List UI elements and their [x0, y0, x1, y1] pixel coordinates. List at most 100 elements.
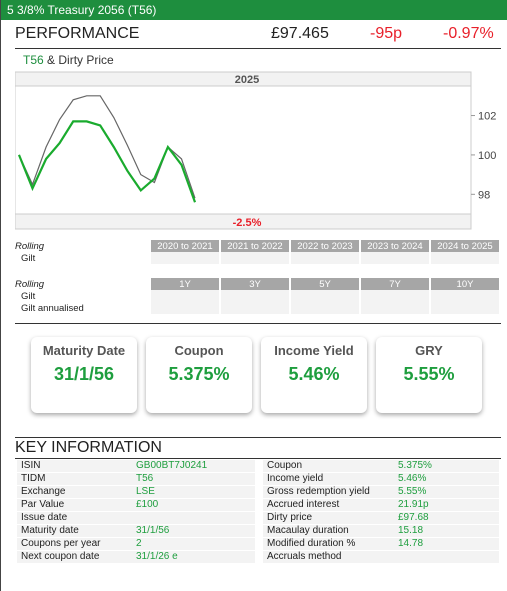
- table-row: Gross redemption yield 5.55%: [263, 485, 499, 499]
- row-label: Gilt: [15, 252, 151, 264]
- gry-card: GRY 5.55%: [376, 337, 482, 413]
- table-cell: [220, 302, 291, 314]
- key-value: 31/1/26 e: [132, 550, 255, 564]
- key-label: Next coupon date: [17, 550, 132, 564]
- key-label: Dirty price: [263, 511, 394, 525]
- current-price: £97.465: [271, 25, 329, 42]
- key-value: 5.55%: [394, 485, 499, 499]
- key-value: LSE: [132, 485, 255, 499]
- price-line: [17, 120, 197, 203]
- summary-cards: Maturity Date 31/1/56 Coupon 5.375% Inco…: [15, 333, 501, 417]
- table-cell: [220, 290, 291, 302]
- table-row: Maturity date 31/1/56: [17, 524, 255, 538]
- rolling-col-header: 7Y: [360, 278, 431, 290]
- coupon-card: Coupon 5.375%: [146, 337, 252, 413]
- table-row: Income yield 5.46%: [263, 472, 499, 486]
- table-cell: [360, 252, 431, 264]
- table-row: ISIN GB00BT7J0241: [17, 460, 255, 473]
- rolling-label: Rolling: [15, 278, 151, 290]
- key-label: Accrued interest: [263, 498, 394, 512]
- chart-footer-band: [15, 213, 472, 230]
- y-tick-label: 100: [478, 150, 496, 162]
- key-label: Gross redemption yield: [263, 485, 394, 499]
- key-label: Coupon: [263, 460, 394, 473]
- y-axis: 102 100 98: [471, 111, 496, 201]
- table-cell: [290, 302, 361, 314]
- key-value: £100: [132, 498, 255, 512]
- table-cell: [150, 302, 221, 314]
- card-value: 31/1/56: [53, 364, 115, 384]
- price-change: -95p: [370, 25, 403, 42]
- key-label: Accruals method: [263, 550, 394, 564]
- table-row: Issue date: [17, 511, 255, 525]
- key-value: 14.78: [394, 537, 499, 551]
- income-yield-card: Income Yield 5.46%: [261, 337, 367, 413]
- rolling-col-header: 2021 to 2022: [220, 240, 291, 252]
- title-bar: 5 3/8% Treasury 2056 (T56): [1, 0, 507, 20]
- performance-header: PERFORMANCE £97.465 -95p -0.97%: [15, 22, 501, 49]
- chart-year-label: 2025: [235, 74, 259, 86]
- table-row: Modified duration % 14.78: [263, 537, 499, 551]
- key-value: 5.46%: [394, 472, 499, 486]
- price-chart: 2025 -2.5% 102 100 98: [15, 70, 501, 230]
- rolling-col-header: 2023 to 2024: [360, 240, 431, 252]
- chart-heading-ticker: T56: [23, 53, 44, 67]
- card-value: 5.55%: [403, 364, 455, 384]
- row-label: Gilt annualised: [15, 302, 151, 314]
- card-title: Maturity Date: [42, 343, 126, 358]
- key-label: Income yield: [263, 472, 394, 486]
- key-value: 31/1/56: [132, 524, 255, 538]
- rolling-col-header: 2020 to 2021: [150, 240, 221, 252]
- key-label: Par Value: [17, 498, 132, 512]
- rolling-table-years: Rolling 2020 to 2021 2021 to 2022 2022 t…: [15, 240, 501, 264]
- table-cell: [360, 302, 431, 314]
- key-label: ISIN: [17, 460, 132, 473]
- rolling-header-row: Rolling 1Y 3Y 5Y 7Y 10Y: [15, 278, 501, 290]
- table-cell: [150, 252, 221, 264]
- table-row: Next coupon date 31/1/26 e: [17, 550, 255, 564]
- key-label: Issue date: [17, 511, 132, 525]
- table-cell: [290, 290, 361, 302]
- key-info-left-table: ISIN GB00BT7J0241 TIDM T56 Exchange LSE Par…: [17, 460, 255, 564]
- table-row: Gilt annualised: [15, 302, 501, 314]
- rolling-col-header: 1Y: [150, 278, 221, 290]
- security-title: 5 3/8% Treasury 2056 (T56): [7, 3, 157, 17]
- y-tick-label: 98: [478, 189, 490, 201]
- table-cell: [220, 252, 291, 264]
- table-cell: [360, 290, 431, 302]
- chart-period-change: -2.5%: [233, 217, 262, 229]
- rolling-col-header: 2024 to 2025: [430, 240, 501, 252]
- performance-label: PERFORMANCE: [15, 25, 140, 42]
- maturity-date-card: Maturity Date 31/1/56: [31, 337, 137, 413]
- card-value: 5.375%: [168, 364, 230, 384]
- table-cell: [430, 302, 501, 314]
- card-title: Income Yield: [274, 343, 354, 358]
- price-change-percent: -0.97%: [443, 25, 494, 42]
- card-value: 5.46%: [288, 364, 340, 384]
- table-cell: [430, 252, 501, 264]
- y-tick-label: 102: [478, 111, 496, 123]
- key-value: 15.18: [394, 524, 499, 538]
- key-info-right-table: Coupon 5.375% Income yield 5.46% Gross red…: [263, 460, 499, 564]
- rolling-col-header: 10Y: [430, 278, 501, 290]
- table-row: Exchange LSE: [17, 485, 255, 499]
- key-label: Macaulay duration: [263, 524, 394, 538]
- row-label: Gilt: [15, 290, 151, 302]
- table-row: Dirty price £97.68: [263, 511, 499, 525]
- key-value: 21.91p: [394, 498, 499, 512]
- table-row: Gilt: [15, 290, 501, 302]
- table-row: Accruals method: [263, 550, 499, 564]
- key-value: 5.375%: [394, 460, 499, 473]
- table-cell: [430, 290, 501, 302]
- chart-heading: T56 & Dirty Price: [23, 53, 114, 67]
- key-value: [132, 511, 255, 525]
- table-row: Gilt: [15, 252, 501, 264]
- rolling-table-periods: Rolling 1Y 3Y 5Y 7Y 10Y Gilt Gilt annual…: [15, 278, 501, 314]
- key-value: £97.68: [394, 511, 499, 525]
- key-value: [394, 550, 499, 564]
- rolling-label: Rolling: [15, 240, 151, 252]
- key-value: GB00BT7J0241: [132, 460, 255, 473]
- table-row: Macaulay duration 15.18: [263, 524, 499, 538]
- card-title: GRY: [415, 343, 443, 358]
